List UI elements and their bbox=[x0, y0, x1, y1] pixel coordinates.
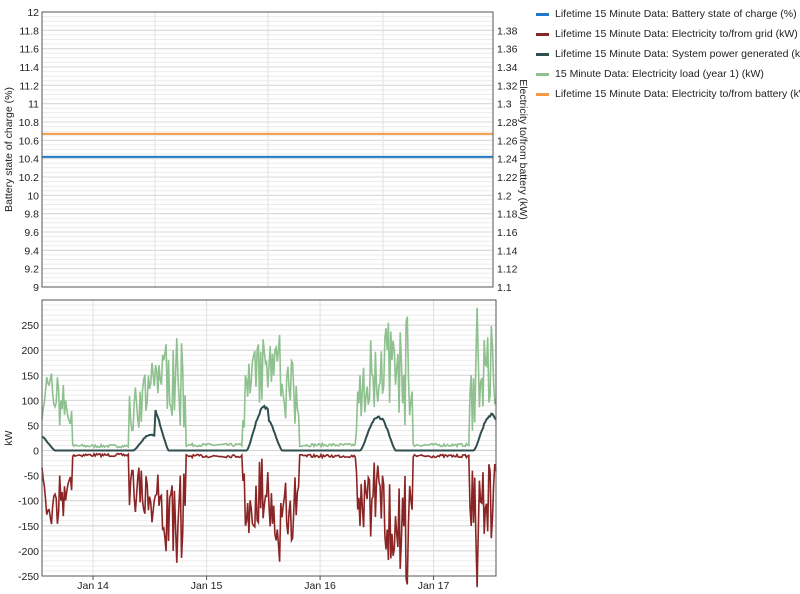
legend-swatch-battery-soc bbox=[536, 12, 549, 16]
top-right-tick-label: 1.14 bbox=[497, 245, 518, 257]
bottom-left-tick-label: 100 bbox=[21, 395, 39, 407]
top-left-tick-label: 11.4 bbox=[19, 62, 39, 74]
top-right-tick-label: 1.34 bbox=[497, 62, 518, 74]
top-left-tick-label: 10.4 bbox=[19, 154, 40, 166]
legend-label-battery-power: Lifetime 15 Minute Data: Electricity to/… bbox=[555, 88, 800, 100]
bottom-left-tick-label: -100 bbox=[18, 496, 39, 508]
load-series bbox=[41, 307, 497, 449]
bottom-left-tick-label: 50 bbox=[27, 420, 39, 432]
bottom-left-tick-label: 0 bbox=[33, 446, 39, 458]
bottom-x-tick-label: Jan 17 bbox=[418, 580, 450, 592]
top-right-tick-label: 1.32 bbox=[497, 80, 518, 92]
top-right-tick-label: 1.28 bbox=[497, 117, 518, 129]
bottom-left-tick-label: 200 bbox=[21, 345, 39, 357]
legend-item-battery-power[interactable]: Lifetime 15 Minute Data: Electricity to/… bbox=[536, 84, 800, 104]
legend-item-grid[interactable]: Lifetime 15 Minute Data: Electricity to/… bbox=[536, 24, 798, 44]
top-right-tick-label: 1.12 bbox=[497, 264, 518, 276]
top-plot-frame bbox=[41, 11, 494, 288]
bottom-left-tick-label: 150 bbox=[21, 370, 39, 382]
top-right-tick-label: 1.24 bbox=[497, 154, 518, 166]
bottom-chart-panel: -250 -200 -150 -100 -50 0 50 100 150 200 250 Jan 14… bbox=[3, 299, 497, 592]
top-left-tick-label: 9.4 bbox=[24, 245, 39, 257]
legend-item-battery-soc[interactable]: Lifetime 15 Minute Data: Battery state o… bbox=[536, 4, 798, 24]
top-chart-panel: 9 9.2 9.4 9.6 9.8 10 10.2 10.4 10.6 10.8 11 11.2 11.… bbox=[3, 7, 529, 294]
top-left-tick-label: 9.8 bbox=[24, 209, 39, 221]
top-right-tick-label: 1.2 bbox=[497, 190, 512, 202]
top-left-tick-label: 11 bbox=[28, 99, 39, 111]
bottom-left-tick-label: -200 bbox=[18, 546, 39, 558]
top-left-tick-label: 9 bbox=[33, 282, 39, 294]
top-right-tick-label: 1.18 bbox=[497, 209, 518, 221]
legend-label-battery-soc: Lifetime 15 Minute Data: Battery state o… bbox=[555, 8, 797, 20]
legend-swatch-system-power bbox=[536, 52, 549, 56]
top-left-tick-label: 10 bbox=[27, 190, 39, 202]
top-right-tick-label: 1.1 bbox=[497, 282, 512, 294]
bottom-left-tick-label: -250 bbox=[18, 571, 39, 583]
top-left-tick-label: 11.6 bbox=[19, 44, 39, 56]
bottom-x-tick-label: Jan 14 bbox=[77, 580, 109, 592]
legend-swatch-grid bbox=[536, 32, 549, 36]
legend-swatch-load bbox=[536, 72, 549, 76]
top-left-tick-label: 10.6 bbox=[19, 135, 40, 147]
bottom-plot-background bbox=[42, 300, 496, 576]
bottom-plot-frame bbox=[41, 299, 497, 577]
bottom-left-tick-label: -50 bbox=[24, 471, 39, 483]
top-right-tick-label: 1.36 bbox=[497, 44, 518, 56]
top-left-tick-label: 9.2 bbox=[24, 264, 39, 276]
bottom-left-tick-label: -150 bbox=[18, 521, 39, 533]
system-power-series bbox=[41, 404, 497, 452]
top-right-tick-label: 1.3 bbox=[497, 99, 512, 111]
legend-label-load: 15 Minute Data: Electricity load (year 1… bbox=[555, 68, 764, 80]
top-right-axis-title: Electricity to/from battery (kW) bbox=[517, 79, 529, 220]
top-left-tick-label: 9.6 bbox=[24, 227, 39, 239]
legend-label-system-power: Lifetime 15 Minute Data: System power ge… bbox=[555, 48, 800, 60]
legend-item-system-power[interactable]: Lifetime 15 Minute Data: System power ge… bbox=[536, 44, 800, 64]
top-left-tick-label: 12 bbox=[27, 7, 39, 19]
legend-label-grid: Lifetime 15 Minute Data: Electricity to/… bbox=[555, 28, 798, 40]
top-right-tick-label: 1.38 bbox=[497, 25, 518, 37]
bottom-axis-title: kW bbox=[3, 430, 15, 445]
top-left-tick-label: 10.2 bbox=[19, 172, 40, 184]
bottom-x-tick-label: Jan 15 bbox=[191, 580, 223, 592]
bottom-x-tick-label: Jan 16 bbox=[304, 580, 336, 592]
bottom-left-tick-label: 250 bbox=[21, 320, 39, 332]
legend-swatch-battery-power bbox=[536, 92, 549, 96]
top-left-tick-label: 11.8 bbox=[19, 25, 39, 37]
top-left-tick-label: 10.8 bbox=[19, 117, 40, 129]
grid-series bbox=[41, 452, 497, 588]
top-right-tick-label: 1.22 bbox=[497, 172, 518, 184]
top-right-tick-label: 1.26 bbox=[497, 135, 518, 147]
top-left-axis-title: Battery state of charge (%) bbox=[3, 87, 15, 212]
top-right-tick-label: 1.16 bbox=[497, 227, 518, 239]
legend-item-load[interactable]: 15 Minute Data: Electricity load (year 1… bbox=[536, 64, 798, 84]
chart-legend: Lifetime 15 Minute Data: Battery state o… bbox=[536, 4, 800, 104]
top-left-tick-label: 11.2 bbox=[19, 80, 39, 92]
